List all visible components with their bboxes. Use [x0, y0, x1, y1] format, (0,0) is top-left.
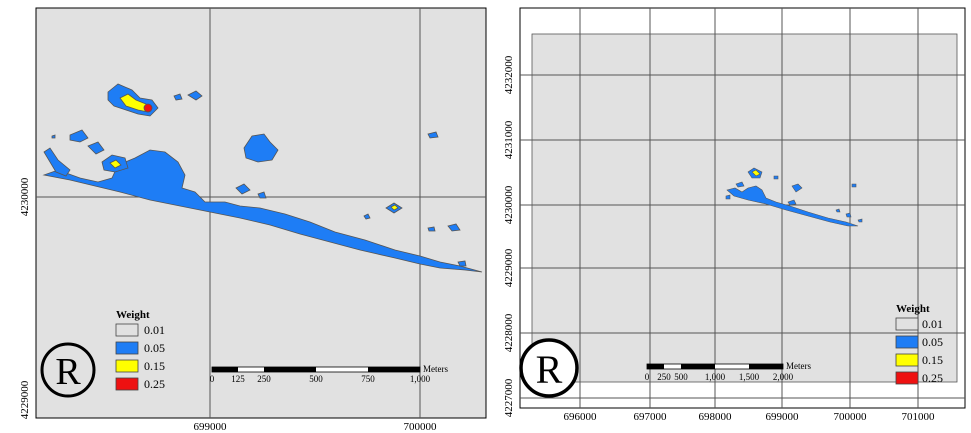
right-scalebar-tick-2: 500: [674, 372, 688, 382]
left-scalebar: Meters 0 125 250 500 750 1,000: [210, 364, 449, 384]
right-legend: Weight 0.01 0.05 0.15 0.25: [895, 303, 943, 385]
right-x-tick-697000: 697000: [634, 411, 668, 423]
right-x-tick-701000: 701000: [902, 411, 936, 423]
right-scalebar-tick-4: 1,500: [739, 372, 760, 382]
left-scalebar-unit: Meters: [423, 364, 448, 374]
right-map-panel: 4232000 4231000 4230000 4229000 4228000 …: [490, 0, 971, 433]
right-y-tick-4231000: 4231000: [503, 120, 515, 159]
right-scalebar-tick-5: 2,000: [773, 372, 794, 382]
right-legend-label-1: 0.05: [922, 335, 943, 349]
left-scalebar-tick-1: 125: [231, 374, 245, 384]
left-scalebar-tick-5: 1,000: [410, 374, 431, 384]
left-x-tick-700000: 700000: [404, 421, 438, 433]
left-y-tick-4230000: 4230000: [19, 177, 31, 216]
right-scalebar-tick-1: 250: [657, 372, 671, 382]
left-legend-title: Weight: [116, 309, 150, 321]
right-graticule: [520, 8, 965, 408]
right-x-tick-700000: 700000: [834, 411, 868, 423]
right-scalebar-tick-3: 1,000: [705, 372, 726, 382]
right-y-tick-4228000: 4228000: [503, 313, 515, 352]
left-scalebar-tick-4: 750: [361, 374, 375, 384]
left-y-tick-4229000: 4229000: [19, 380, 31, 419]
svg-text:R: R: [55, 351, 81, 393]
left-legend-label-3: 0.25: [144, 377, 165, 391]
right-data-extent: [531, 33, 958, 383]
left-scalebar-tick-3: 500: [309, 374, 323, 384]
left-legend-label-2: 0.15: [144, 359, 165, 373]
left-scalebar-tick-0: 0: [210, 374, 215, 384]
right-legend-title: Weight: [896, 303, 930, 315]
right-x-tick-696000: 696000: [564, 411, 598, 423]
right-legend-label-0: 0.01: [922, 317, 943, 331]
right-y-tick-4230000: 4230000: [503, 185, 515, 224]
right-y-tick-4227000: 4227000: [503, 378, 515, 417]
right-density-blobs: [725, 167, 863, 227]
right-y-tick-4232000: 4232000: [503, 55, 515, 94]
right-registered-logo: R: [519, 338, 579, 398]
right-scalebar-unit: Meters: [786, 361, 811, 371]
left-density-blobs: [42, 83, 483, 273]
right-scalebar-tick-0: 0: [645, 372, 650, 382]
right-legend-label-2: 0.15: [922, 353, 943, 367]
right-scalebar: Meters 0 250 500 1,000 1,500 2,000: [645, 361, 812, 382]
right-y-tick-4229000: 4229000: [503, 248, 515, 287]
left-legend-label-1: 0.05: [144, 341, 165, 355]
left-registered-logo: R: [40, 342, 96, 398]
left-scalebar-tick-2: 250: [257, 374, 271, 384]
blob-main-strip: [42, 149, 483, 273]
svg-text:R: R: [536, 347, 563, 392]
left-legend: Weight 0.01 0.05 0.15 0.25: [115, 309, 165, 391]
right-legend-label-3: 0.25: [922, 371, 943, 385]
left-x-tick-699000: 699000: [194, 421, 228, 433]
right-x-tick-698000: 698000: [699, 411, 733, 423]
left-map-panel: 4230000 4229000 699000 700000 Weight 0.0…: [19, 7, 487, 433]
left-legend-label-0: 0.01: [144, 323, 165, 337]
right-x-tick-699000: 699000: [766, 411, 800, 423]
